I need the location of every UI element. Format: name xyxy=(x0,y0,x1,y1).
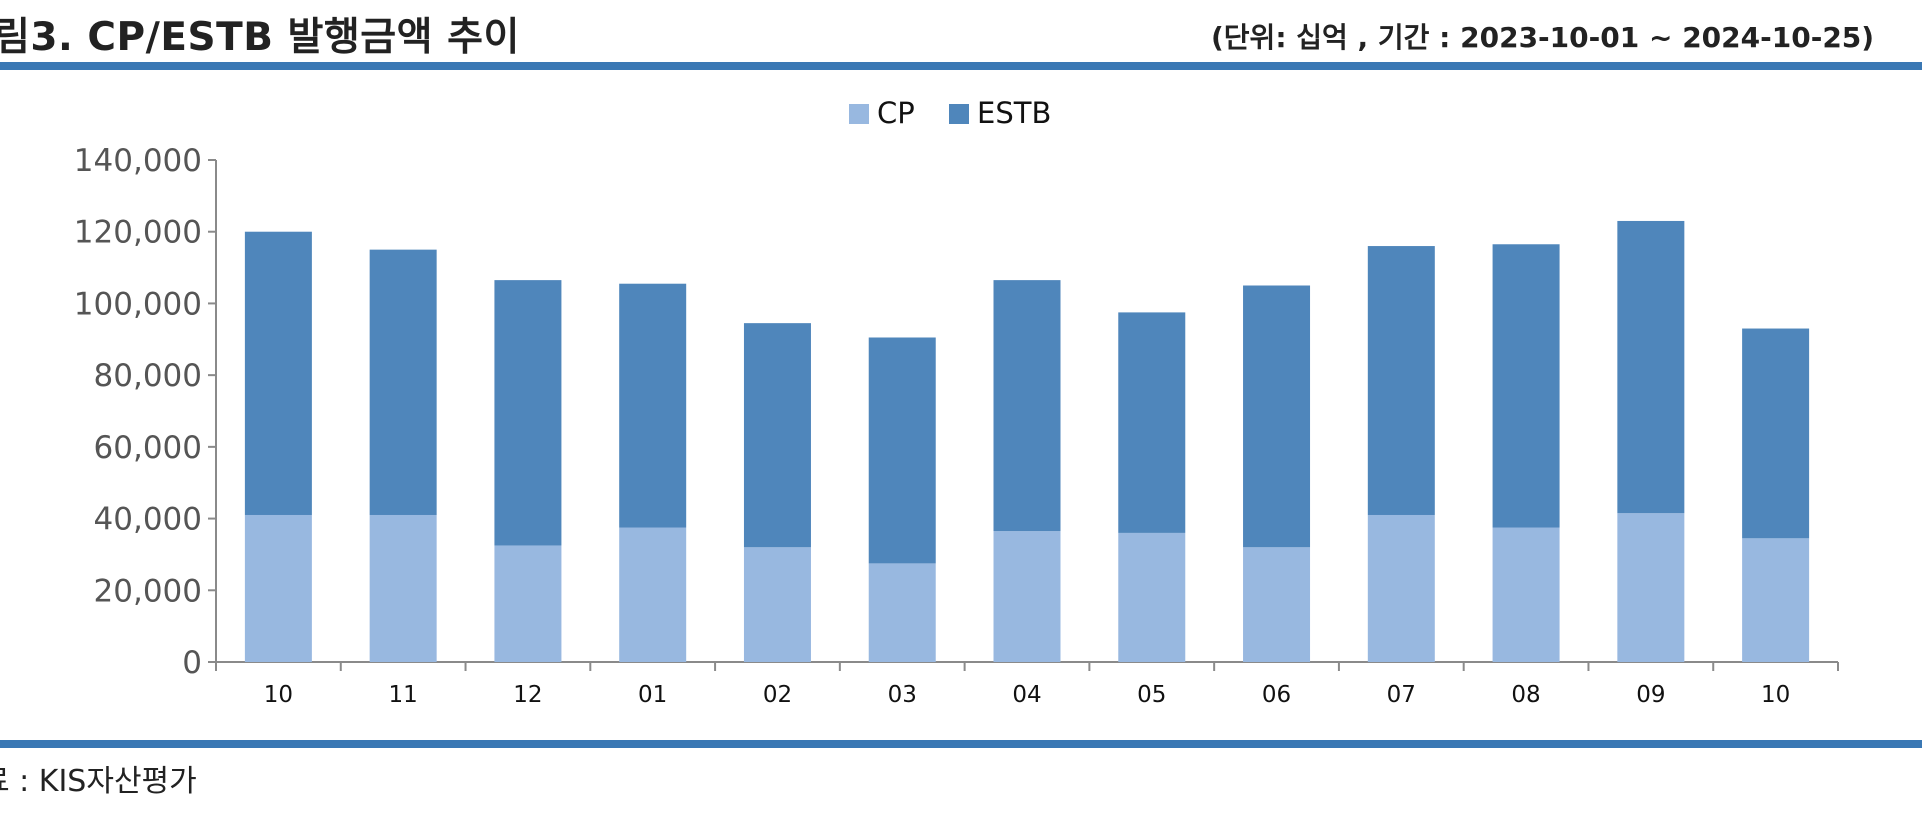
x-tick-label: 11 xyxy=(389,682,418,708)
bar-estb-07-9 xyxy=(1367,246,1435,515)
y-tick-label: 120,000 xyxy=(74,215,202,251)
x-tick-label: 08 xyxy=(1511,682,1540,708)
bar-estb-03-5 xyxy=(868,337,936,564)
x-tick-label: 04 xyxy=(1012,682,1041,708)
legend-swatch-estb xyxy=(949,104,969,124)
legend-label-estb: ESTB xyxy=(977,96,1051,130)
x-tick-label: 02 xyxy=(763,682,792,708)
x-tick-label: 07 xyxy=(1387,682,1416,708)
chart: CP ESTB 0 20,000 40,000 60,000 80,000 100,000 1… xyxy=(74,96,1839,708)
bar-estb-06-8 xyxy=(1243,285,1311,548)
bar-estb-10-12 xyxy=(1742,328,1810,539)
bar-cp-12-2 xyxy=(494,545,562,662)
bar-cp-05-7 xyxy=(1118,532,1186,662)
bar-estb-04-6 xyxy=(993,280,1061,532)
bar-cp-03-5 xyxy=(868,563,936,662)
bar-cp-07-9 xyxy=(1367,514,1435,662)
bar-cp-01-3 xyxy=(619,527,687,662)
x-tick-label: 09 xyxy=(1636,682,1665,708)
y-tick-label: 80,000 xyxy=(94,358,202,394)
bar-estb-01-3 xyxy=(619,283,687,528)
bar-cp-06-8 xyxy=(1243,547,1311,662)
x-tick-label: 10 xyxy=(1761,682,1790,708)
bar-estb-11-1 xyxy=(369,249,437,515)
bar-estb-02-4 xyxy=(743,323,811,548)
y-tick-label: 40,000 xyxy=(94,502,202,538)
chart-subtitle: (단위: 십억 , 기간 : 2023-10-01 ~ 2024-10-25) xyxy=(1211,21,1875,54)
bar-estb-12-2 xyxy=(494,280,562,546)
legend-label-cp: CP xyxy=(877,96,915,130)
bar-estb-08-10 xyxy=(1492,244,1560,528)
bar-estb-05-7 xyxy=(1118,312,1186,533)
legend: CP ESTB xyxy=(849,96,1051,130)
bar-cp-08-10 xyxy=(1492,527,1560,662)
x-axis: 10 11 12 01 02 03 04 05 06 07 08 09 10 xyxy=(215,661,1839,708)
bar-cp-02-4 xyxy=(743,547,811,662)
x-tick-label: 01 xyxy=(638,682,667,708)
bar-cp-10-12 xyxy=(1742,538,1810,662)
y-axis: 0 20,000 40,000 60,000 80,000 100,000 120,000 1… xyxy=(74,143,217,681)
bar-cp-11-1 xyxy=(369,514,437,662)
x-tick-label: 12 xyxy=(513,682,542,708)
x-tick-label: 10 xyxy=(264,682,293,708)
bar-cp-09-11 xyxy=(1617,513,1685,662)
y-tick-label: 0 xyxy=(182,645,202,681)
x-tick-label: 05 xyxy=(1137,682,1166,708)
x-tick-label: 06 xyxy=(1262,682,1291,708)
y-tick-label: 100,000 xyxy=(74,286,202,322)
chart-title: 림3. CP/ESTB 발행금액 추이 xyxy=(0,15,520,60)
legend-swatch-cp xyxy=(849,104,869,124)
bar-cp-04-6 xyxy=(993,531,1061,662)
top-divider xyxy=(0,62,1922,70)
bars xyxy=(244,220,1810,662)
y-tick-label: 20,000 xyxy=(94,573,202,609)
y-tick-label: 60,000 xyxy=(94,430,202,466)
y-tick-label: 140,000 xyxy=(74,143,202,179)
bottom-divider xyxy=(0,740,1922,748)
source-note: 료 : KIS자산평가 xyxy=(0,764,197,799)
bar-estb-09-11 xyxy=(1617,220,1685,514)
x-tick-label: 03 xyxy=(888,682,917,708)
bar-estb-10-0 xyxy=(244,231,312,515)
bar-cp-10-0 xyxy=(244,514,312,662)
